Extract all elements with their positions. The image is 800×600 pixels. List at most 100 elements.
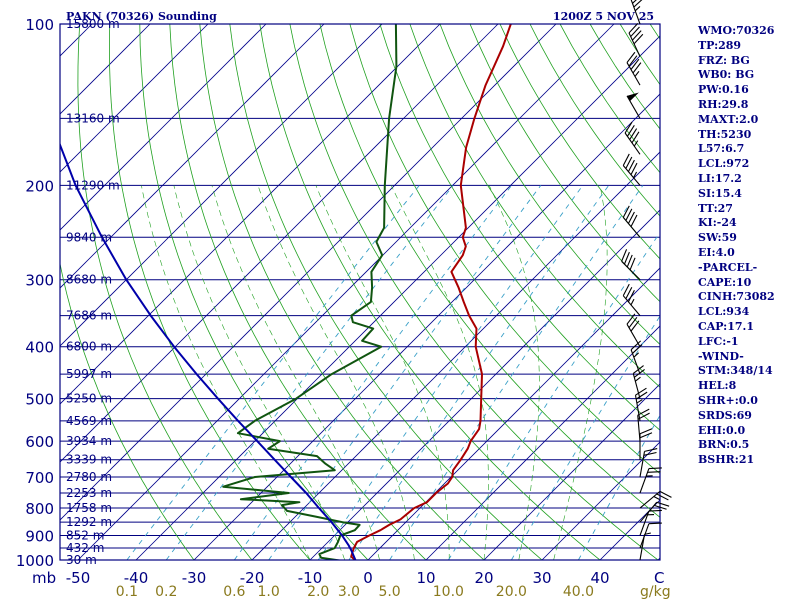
mixing-ratio-line [126,185,420,560]
temperature-unit-label: C [654,569,664,587]
mixing-ratio-tick-label: 0.2 [155,584,177,600]
height-label: 7686 m [66,309,112,323]
wind-barb [628,22,644,57]
dry-adiabat-line [439,24,660,345]
mixing-ratio-line [165,185,454,560]
dry-adiabat-line [169,24,427,560]
stability-index-line: CAP:17.1 [698,319,755,333]
isotherm-line [60,24,383,347]
stability-index-line: HEL:8 [698,379,737,393]
stability-index-line: CAPE:10 [698,275,752,289]
mixing-ratio-tick-label: 20.0 [496,584,527,600]
wind-barb [626,313,641,347]
dewpoint-profile-line [222,24,398,560]
moist-adiabat-line [257,185,415,560]
wind-barb [639,501,670,523]
temperature-tick-label: -50 [66,569,91,587]
pressure-tick-label: 200 [25,177,54,195]
wind-barb [639,509,662,536]
height-label: 3934 m [66,434,112,448]
height-label: 4569 m [66,414,112,428]
dry-adiabat-line [199,24,485,560]
mixing-ratio-line [389,185,644,560]
temperature-tick-label: 20 [474,569,493,587]
pressure-tick-label: 100 [25,16,54,34]
stability-index-line: FRZ: BG [698,53,750,67]
stability-index-line: STM:348/14 [698,364,773,378]
stability-index-line: TP:289 [698,38,742,52]
mixing-ratio-tick-label: 0.6 [223,584,245,600]
temperature-tick-label: 30 [532,569,551,587]
dry-adiabat-line [108,24,311,560]
moist-adiabat-line [553,185,608,560]
moist-adiabat-line [488,185,540,560]
isotherm-line [60,24,151,115]
dry-adiabat-line [289,24,659,560]
isotherm-line [60,24,441,405]
dry-adiabat-line [60,261,195,560]
height-label: 9840 m [66,230,112,244]
mixing-ratio-line [233,185,512,560]
isotherm-line [483,383,660,560]
stability-index-line: -PARCEL- [698,260,758,274]
pressure-tick-label: 300 [25,272,54,290]
moist-adiabat-line [315,185,450,560]
pressure-tick-label: 1000 [16,552,54,570]
stability-index-line: MAXT:2.0 [698,112,759,126]
pressure-tick-label: 800 [25,500,54,518]
mixing-ratio-tick-label: 0.1 [116,584,138,600]
stability-index-panel: WMO:70326 TP:289 FRZ: BG WB0: BG PW:0.16 RH:2… [698,24,798,468]
mixing-ratio-line [348,185,610,560]
dry-adiabat-line [469,24,660,303]
wind-barb [621,249,641,281]
pressure-unit-label: mb [32,569,56,587]
stability-index-line: WB0: BG [698,68,755,82]
pressure-tick-label: 700 [25,469,54,487]
wind-barb [639,532,651,561]
isotherm-line [60,24,557,521]
wind-barb [639,490,672,509]
stability-index-line: CINH:73082 [698,290,775,304]
mixing-ratio-line [268,185,542,560]
wind-barb [624,121,641,155]
wind-barb [634,387,648,421]
temperature-tick-label: 10 [416,569,435,587]
mixing-ratio-tick-label: 10.0 [433,584,464,600]
moist-adiabat-line [390,185,489,560]
stability-index-line: PW:0.16 [698,83,749,97]
stability-index-line: -WIND- [698,349,744,363]
mixing-ratio-unit-label: g/kg [640,584,671,600]
wind-barb [632,365,645,399]
stability-index-line: LFC:-1 [698,334,739,348]
stability-index-line: TH:5230 [698,127,752,141]
sounding-time: 1200Z 5 NOV 25 [553,10,654,23]
wind-barb [626,51,642,86]
stability-index-line: LI:17.2 [698,171,742,185]
height-label: 1292 m [66,515,112,529]
dry-adiabat-line [77,24,253,560]
pressure-tick-label: 400 [25,339,54,357]
mixing-ratio-line [448,231,660,560]
pressure-tick-label: 600 [25,433,54,451]
stability-index-line: LCL:934 [698,305,750,319]
height-label: 2780 m [66,470,112,484]
stability-index-line: BRN:0.5 [698,438,750,452]
stability-index-line: TT:27 [698,201,733,215]
wind-barb [639,467,662,494]
wind-barb [622,205,641,238]
height-label: 3339 m [66,453,112,467]
height-label: 1758 m [66,501,112,515]
temperature-profile-line [350,24,512,560]
isotherm-line [425,325,660,560]
wind-barb [622,153,641,186]
wind-barb [639,428,653,460]
wind-barb [639,448,658,478]
temperature-tick-label: -40 [124,569,149,587]
dry-adiabat-line [349,24,660,475]
isotherm-line [367,267,660,560]
moist-adiabat-line [211,185,380,560]
dry-adiabat-line [259,24,601,560]
mixing-ratio-tick-label: 1.0 [258,584,280,600]
isotherm-line [77,24,615,560]
wind-barb [626,92,641,119]
